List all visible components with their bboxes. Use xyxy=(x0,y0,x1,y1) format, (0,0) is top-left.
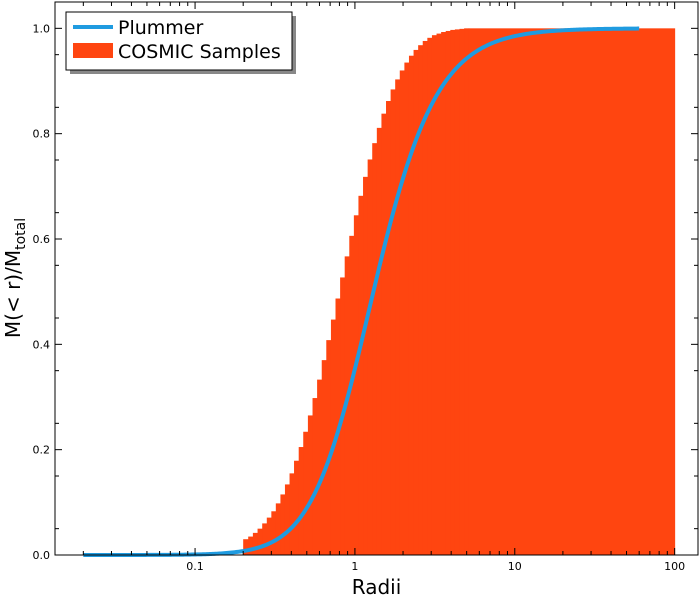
histogram-bar xyxy=(367,159,373,555)
histogram-bar xyxy=(243,539,249,555)
histogram-bar xyxy=(266,517,272,555)
y-axis-label-subscript: total xyxy=(13,218,29,250)
histogram-bar xyxy=(459,28,465,556)
histogram-bar xyxy=(298,447,304,555)
histogram-bar xyxy=(454,29,460,556)
histogram-layer xyxy=(243,28,676,556)
histogram-bar xyxy=(358,195,364,555)
histogram-bar xyxy=(441,32,447,555)
histogram-bar xyxy=(353,215,359,556)
histogram-bar xyxy=(257,528,263,555)
legend-box xyxy=(65,11,293,71)
legend: Plummer COSMIC Samples xyxy=(65,11,296,74)
histogram-bar xyxy=(450,29,456,556)
histogram-bar xyxy=(464,28,470,556)
histogram-bar xyxy=(326,340,332,555)
histogram-bar xyxy=(280,494,286,555)
y-tick-label: 0.6 xyxy=(33,233,51,246)
histogram-bar xyxy=(317,379,323,555)
histogram-bar xyxy=(381,113,387,556)
histogram-bar xyxy=(408,55,415,555)
histogram-bar xyxy=(349,235,355,555)
histogram-bar xyxy=(413,49,419,555)
histogram-bar xyxy=(248,536,254,555)
plot-frame xyxy=(54,1,699,556)
histogram-bar xyxy=(294,460,300,555)
y-tick-label: 0.2 xyxy=(33,444,51,457)
histogram-bar xyxy=(436,33,442,556)
y-tick-label: 0.0 xyxy=(33,549,51,562)
histogram-bar xyxy=(262,523,268,555)
histogram-bar xyxy=(395,79,401,556)
x-tick-label: 10 xyxy=(508,560,522,573)
histogram-bar xyxy=(252,532,259,555)
histogram-bar xyxy=(376,127,382,555)
histogram-bar xyxy=(372,143,378,555)
legend-cosmic-label: COSMIC Samples xyxy=(118,41,281,63)
histogram-bar xyxy=(312,398,318,555)
histogram-bar xyxy=(275,503,281,555)
y-tick-label: 0.4 xyxy=(33,338,51,351)
x-axis-label: Radii xyxy=(352,575,402,599)
histogram-bar xyxy=(422,40,428,556)
histogram-bar xyxy=(404,62,410,556)
histogram-bar xyxy=(468,28,676,556)
histogram-bar xyxy=(363,176,369,555)
histogram-bar xyxy=(271,511,277,555)
histogram-bar xyxy=(307,415,314,555)
x-tick-label: 1 xyxy=(351,560,358,573)
histogram-bar xyxy=(390,89,396,555)
histogram-bar xyxy=(321,360,327,555)
histogram-bar xyxy=(431,35,438,556)
y-tick-label: 0.8 xyxy=(33,128,51,141)
y-tick-label: 1.0 xyxy=(33,22,51,35)
x-tick-label: 0.1 xyxy=(186,560,204,573)
y-axis-label-main: M(< r)/M xyxy=(1,250,25,338)
axis-ticks: 0.1 1 10 100 0.0 0.2 0.4 0.6 0.8 1.0 xyxy=(33,1,698,573)
y-axis-label: M(< r)/Mtotal xyxy=(1,218,29,338)
histogram-bar xyxy=(303,431,309,555)
histogram-bar xyxy=(284,484,291,555)
histogram-bar xyxy=(386,101,392,555)
histogram-bar xyxy=(418,45,424,555)
histogram-bar xyxy=(289,473,295,555)
histogram-bar xyxy=(427,37,433,555)
histogram-bar xyxy=(330,319,337,555)
legend-cosmic-swatch xyxy=(73,43,113,58)
legend-plummer-label: Plummer xyxy=(118,17,203,39)
histogram-bar xyxy=(399,70,405,555)
x-tick-label: 100 xyxy=(664,560,685,573)
histogram-bar xyxy=(445,30,451,555)
